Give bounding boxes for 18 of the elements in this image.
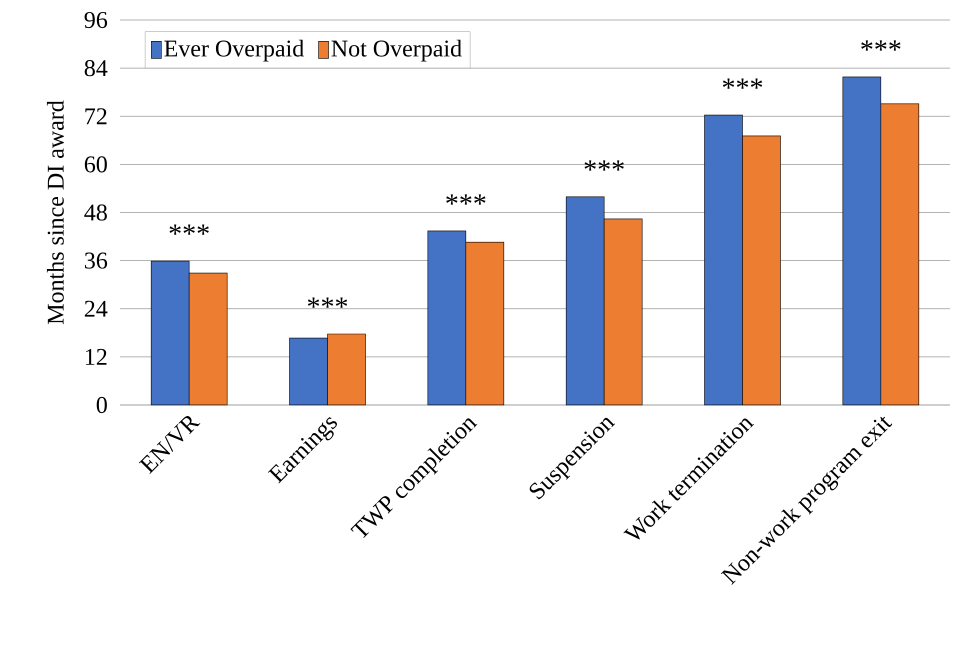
y-tick-label: 24 [84, 300, 108, 317]
y-tick-label: 0 [96, 396, 107, 414]
y-tick-label: 96 [84, 12, 108, 28]
y-tick-label: 72 [85, 108, 106, 124]
y-tick-label: 60 [84, 156, 107, 172]
y-axis-title: Months since DI award [46, 100, 64, 324]
legend-label: Not Overpaid [332, 40, 462, 62]
annotation: *** [584, 160, 624, 171]
annotation: *** [861, 40, 900, 51]
y-tick-label: 84 [84, 60, 108, 76]
annotation: *** [446, 194, 486, 205]
y-tick-label: 36 [84, 252, 108, 269]
y-tick-label: 48 [84, 204, 107, 221]
annotation: *** [308, 297, 348, 308]
annotation: *** [170, 224, 209, 235]
y-tick-label: 12 [86, 348, 106, 365]
annotation: *** [722, 78, 762, 89]
legend-label: Ever Overpaid [164, 40, 304, 62]
